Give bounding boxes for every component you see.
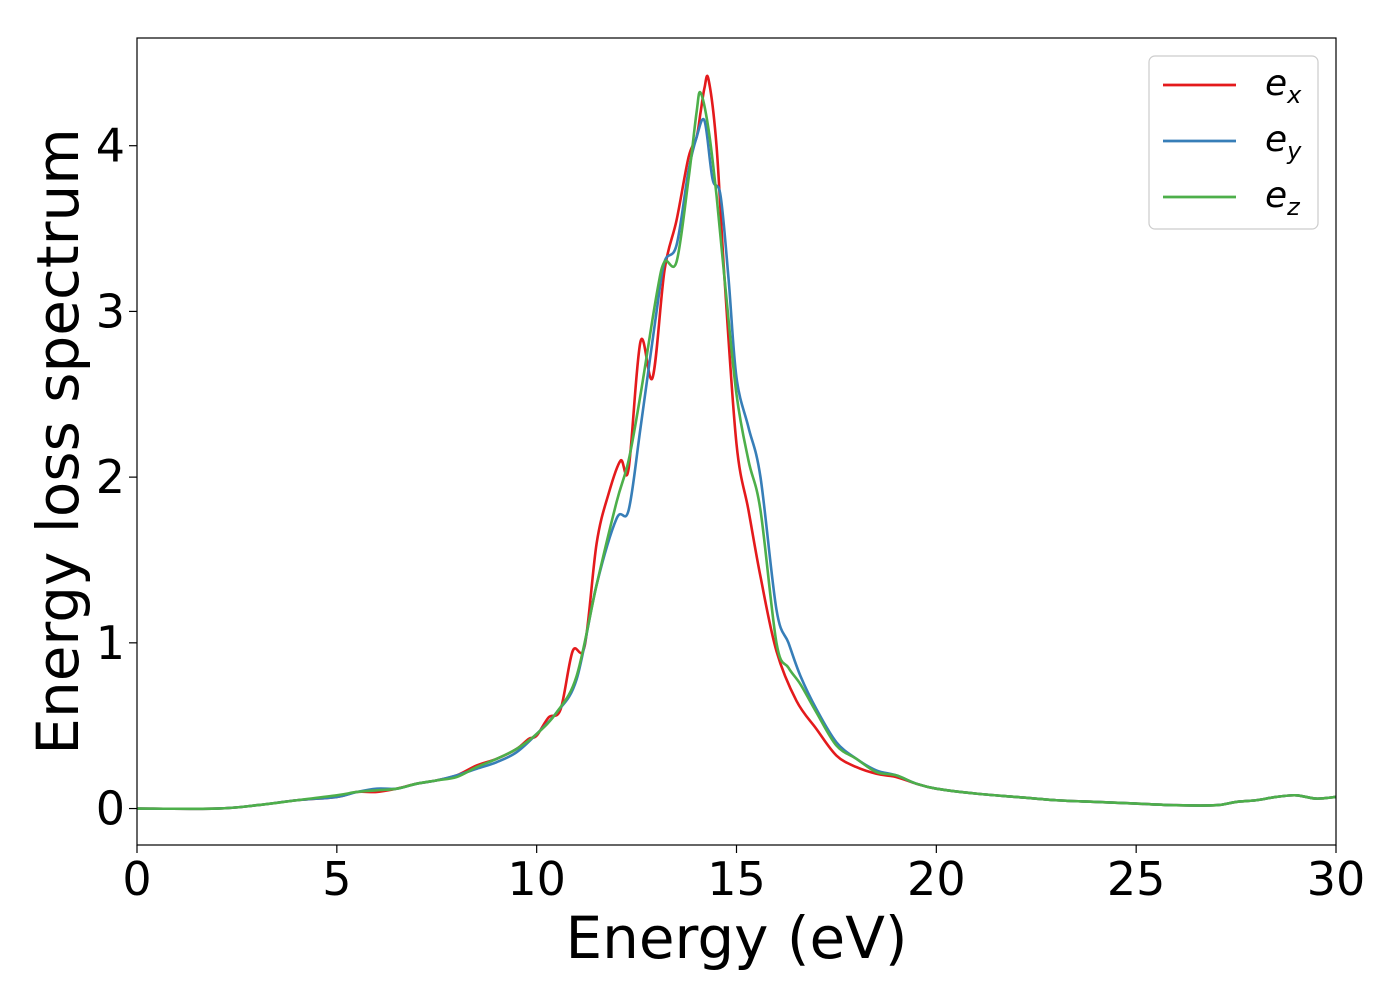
x-axis-label: Energy (eV) (565, 904, 907, 972)
y-tick-label: 3 (96, 284, 125, 338)
x-tick-label: 10 (507, 852, 566, 906)
axis-ticks: 0 5 10 15 20 25 30 0 1 2 3 4 (96, 119, 1366, 906)
legend-box (1148, 55, 1319, 230)
legend-label-y: ey (1265, 119, 1302, 165)
y-tick-label: 2 (96, 450, 125, 504)
legend-label-x: ex (1265, 63, 1302, 109)
x-tick-label: 15 (707, 852, 766, 906)
x-tick-label: 5 (322, 852, 351, 906)
legend: ex ey ez (1148, 55, 1319, 230)
y-axis-label: Energy loss spectrum (24, 128, 92, 754)
plot-lines (137, 74, 1336, 811)
x-tick-label: 20 (907, 852, 966, 906)
legend-label-z: ez (1265, 175, 1301, 221)
x-tick-label: 25 (1107, 852, 1166, 906)
x-tick-label: 30 (1307, 852, 1366, 906)
x-tick-label: 0 (122, 852, 151, 906)
y-tick-label: 1 (96, 616, 125, 670)
y-tick-label: 0 (96, 782, 125, 836)
series-line-z (137, 90, 1336, 811)
y-tick-label: 4 (96, 119, 125, 173)
